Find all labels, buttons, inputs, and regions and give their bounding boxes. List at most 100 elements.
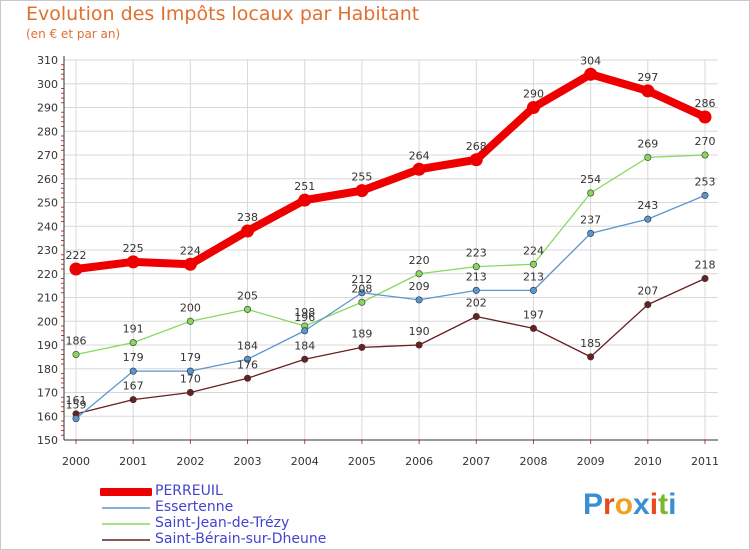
- legend-label-saint-berain-sur-dheune: Saint-Bérain-sur-Dheune: [155, 531, 327, 547]
- data-point-saint-jean-de-trezy-2005: [358, 298, 366, 306]
- data-point-saint-berain-sur-dheune-2001: [129, 396, 137, 404]
- data-point-saint-jean-de-trezy-2008: [529, 260, 537, 268]
- data-point-perreuil-2002: [183, 257, 197, 271]
- data-point-essertenne-2000: [72, 415, 80, 423]
- y-tick-label-260: 260: [37, 173, 58, 186]
- data-label-saint-jean-de-trezy-2003: 205: [237, 289, 258, 302]
- series-line-essertenne: [75, 194, 706, 420]
- data-point-essertenne-2003: [244, 355, 252, 363]
- x-tick-label-2001: 2001: [119, 455, 147, 468]
- data-point-saint-berain-sur-dheune-2005: [358, 343, 366, 351]
- data-label-saint-berain-sur-dheune-2006: 190: [409, 325, 430, 338]
- data-label-perreuil-2011: 286: [695, 97, 716, 110]
- data-label-essertenne-2005: 212: [351, 273, 372, 286]
- data-point-saint-jean-de-trezy-2001: [129, 339, 137, 347]
- data-point-essertenne-2010: [644, 215, 652, 223]
- data-point-perreuil-2001: [126, 255, 140, 269]
- data-point-saint-berain-sur-dheune-2010: [644, 301, 652, 309]
- data-point-perreuil-2000: [69, 262, 83, 276]
- x-tick-label-2002: 2002: [176, 455, 204, 468]
- y-tick-label-160: 160: [37, 410, 58, 423]
- data-label-perreuil-2009: 304: [580, 54, 601, 67]
- x-tick-label-2010: 2010: [634, 455, 662, 468]
- chart-title: Evolution des Impôts locaux par Habitant: [26, 3, 420, 25]
- proxiti-logo: Proxiti: [583, 488, 676, 522]
- data-label-saint-berain-sur-dheune-2004: 184: [294, 339, 315, 352]
- data-point-perreuil-2003: [241, 224, 255, 238]
- y-tick-label-250: 250: [37, 197, 58, 210]
- data-label-perreuil-2005: 255: [351, 171, 372, 184]
- data-label-essertenne-2011: 253: [695, 175, 716, 188]
- data-point-perreuil-2011: [698, 110, 712, 124]
- data-point-perreuil-2006: [412, 162, 426, 176]
- data-label-perreuil-2006: 264: [409, 149, 430, 162]
- data-point-essertenne-2006: [415, 296, 423, 304]
- data-point-saint-jean-de-trezy-2011: [701, 151, 709, 159]
- data-point-saint-jean-de-trezy-2002: [186, 317, 194, 325]
- x-tick-label-2008: 2008: [519, 455, 547, 468]
- data-label-saint-jean-de-trezy-2001: 191: [123, 323, 144, 336]
- data-point-essertenne-2002: [186, 367, 194, 375]
- data-point-essertenne-2008: [529, 286, 537, 294]
- data-label-essertenne-2008: 213: [523, 270, 544, 283]
- y-tick-label-200: 200: [37, 315, 58, 328]
- data-label-saint-jean-de-trezy-2009: 254: [580, 173, 601, 186]
- data-label-saint-berain-sur-dheune-2009: 185: [580, 337, 601, 350]
- y-tick-label-310: 310: [37, 54, 58, 67]
- x-tick-label-2006: 2006: [405, 455, 433, 468]
- data-point-saint-berain-sur-dheune-2002: [186, 388, 194, 396]
- y-tick-label-180: 180: [37, 363, 58, 376]
- data-label-saint-berain-sur-dheune-2008: 197: [523, 308, 544, 321]
- x-tick-label-2004: 2004: [291, 455, 319, 468]
- data-point-essertenne-2007: [472, 286, 480, 294]
- data-point-essertenne-2005: [358, 289, 366, 297]
- data-label-essertenne-2004: 196: [294, 311, 315, 324]
- data-label-saint-jean-de-trezy-2007: 223: [466, 247, 487, 260]
- x-tick-label-2000: 2000: [62, 455, 90, 468]
- data-point-essertenne-2011: [701, 191, 709, 199]
- data-label-perreuil-2010: 297: [637, 71, 658, 84]
- data-label-essertenne-2002: 179: [180, 351, 201, 364]
- y-tick-label-230: 230: [37, 244, 58, 257]
- data-label-perreuil-2000: 222: [66, 249, 87, 262]
- data-label-perreuil-2002: 224: [180, 244, 201, 257]
- data-label-saint-berain-sur-dheune-2003: 176: [237, 358, 258, 371]
- data-point-perreuil-2004: [298, 193, 312, 207]
- legend-swatch-essertenne: [102, 507, 150, 509]
- y-tick-label-280: 280: [37, 125, 58, 138]
- data-label-saint-jean-de-trezy-2002: 200: [180, 301, 201, 314]
- data-label-perreuil-2001: 225: [123, 242, 144, 255]
- data-label-saint-jean-de-trezy-2004: 198: [294, 306, 315, 319]
- data-label-saint-jean-de-trezy-2000: 186: [66, 335, 87, 348]
- logo-letter: i: [649, 488, 659, 521]
- y-tick-label-220: 220: [37, 268, 58, 281]
- logo-letter: x: [633, 488, 650, 521]
- series-line-saint-berain-sur-dheune: [75, 277, 706, 415]
- legend-label-essertenne: Essertenne: [155, 499, 234, 515]
- data-label-essertenne-2006: 209: [409, 280, 430, 293]
- x-tick-label-2005: 2005: [348, 455, 376, 468]
- data-label-saint-berain-sur-dheune-2001: 167: [123, 380, 144, 393]
- series-line-saint-jean-de-trezy: [75, 154, 706, 356]
- data-point-perreuil-2009: [584, 67, 598, 81]
- data-point-saint-berain-sur-dheune-2006: [415, 341, 423, 349]
- data-point-saint-jean-de-trezy-2006: [415, 270, 423, 278]
- data-label-essertenne-2007: 213: [466, 270, 487, 283]
- data-label-essertenne-2009: 237: [580, 213, 601, 226]
- data-point-saint-berain-sur-dheune-2003: [244, 374, 252, 382]
- data-label-saint-berain-sur-dheune-2010: 207: [637, 285, 658, 298]
- data-point-saint-jean-de-trezy-2009: [587, 189, 595, 197]
- data-label-essertenne-2010: 243: [637, 199, 658, 212]
- y-tick-label-290: 290: [37, 102, 58, 115]
- x-tick-label-2003: 2003: [234, 455, 262, 468]
- logo-letter: P: [583, 488, 604, 521]
- data-point-perreuil-2008: [526, 101, 540, 114]
- data-point-saint-jean-de-trezy-2003: [244, 305, 252, 313]
- chart-subtitle: (en € et par an): [26, 27, 121, 41]
- data-label-saint-jean-de-trezy-2008: 224: [523, 244, 544, 257]
- x-tick-label-2011: 2011: [691, 455, 719, 468]
- data-label-saint-jean-de-trezy-2010: 269: [637, 137, 658, 150]
- data-point-perreuil-2010: [641, 84, 655, 98]
- legend-swatch-saint-berain-sur-dheune: [102, 539, 150, 541]
- x-tick-label-2009: 2009: [577, 455, 605, 468]
